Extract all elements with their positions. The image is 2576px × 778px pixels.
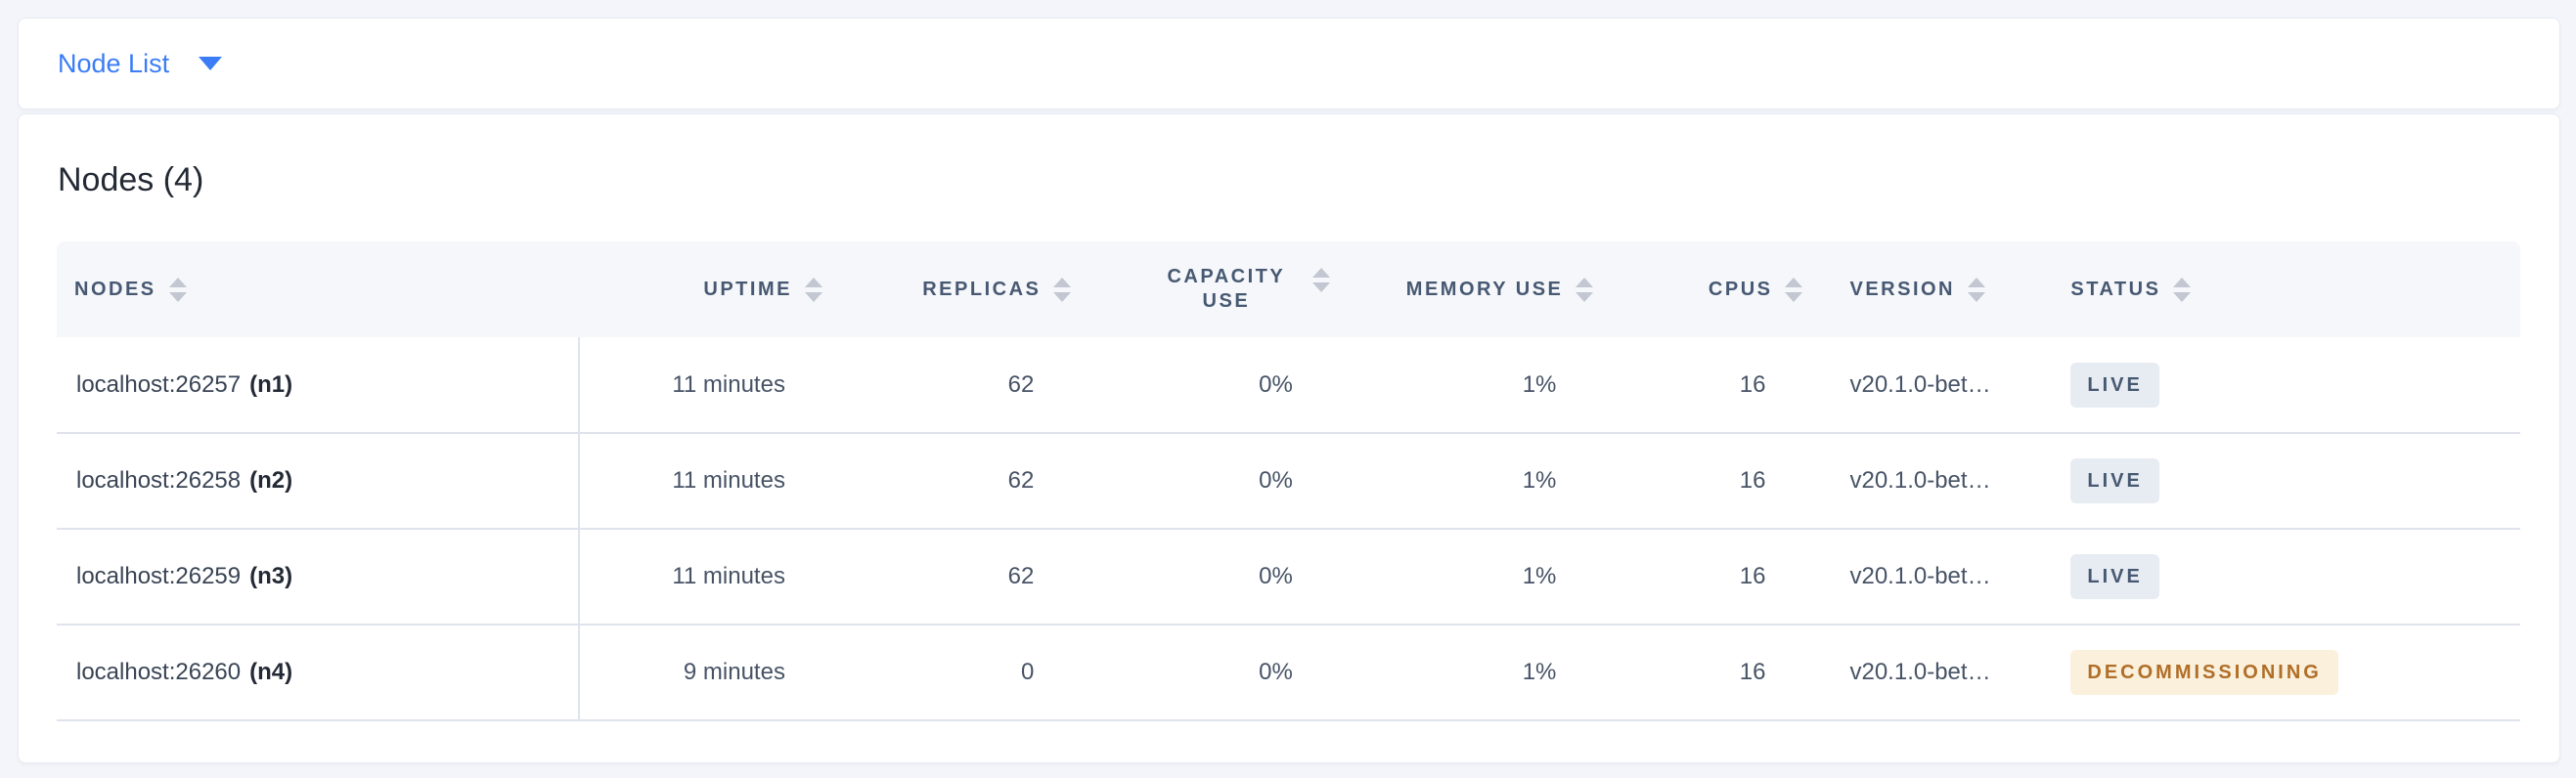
node-address-cell: localhost:26257 (n1) (57, 337, 581, 434)
page-title: Nodes (4) (58, 161, 204, 198)
capacity-use-cell: 0% (1079, 337, 1338, 434)
status-cell: LIVE (2057, 433, 2520, 530)
node-address: localhost:26258 (76, 467, 242, 494)
nodes-card: Nodes (4) NODES UPTIME (18, 113, 2560, 763)
column-header-memory-use[interactable]: MEMORY USE (1337, 241, 1602, 337)
node-address: localhost:26260 (76, 659, 242, 685)
capacity-use-cell: 0% (1079, 433, 1338, 530)
table-row: localhost:26259 (n3) 11 minutes 62 0% 1% … (57, 529, 2520, 626)
column-header-replicas[interactable]: REPLICAS (829, 241, 1080, 337)
caret-down-icon (199, 57, 223, 70)
sort-arrows-icon (1576, 277, 1594, 302)
table-header-row: NODES UPTIME REPLICAS (57, 241, 2520, 337)
sort-arrows-icon (1053, 277, 1072, 302)
memory-use-cell: 1% (1337, 433, 1602, 530)
status-badge: LIVE (2070, 554, 2159, 599)
uptime-cell: 11 minutes (579, 433, 830, 530)
capacity-use-cell: 0% (1079, 529, 1338, 626)
uptime-cell: 11 minutes (579, 337, 830, 434)
table-header: NODES UPTIME REPLICAS (57, 241, 2520, 337)
view-dropdown-label: Node List (58, 48, 170, 78)
node-id: (n1) (249, 370, 293, 398)
column-label: STATUS (2070, 278, 2161, 300)
version-cell: v20.1.0-bet… (1810, 433, 2058, 530)
table-row: localhost:26257 (n1) 11 minutes 62 0% 1% … (57, 337, 2520, 434)
column-label: REPLICAS (922, 278, 1042, 300)
status-badge: LIVE (2070, 362, 2159, 408)
cpus-cell: 16 (1601, 433, 1811, 530)
status-cell: DECOMMISSIONING (2057, 625, 2520, 721)
sort-arrows-icon (1785, 277, 1803, 302)
version-cell: v20.1.0-bet… (1810, 625, 2058, 721)
cpus-cell: 16 (1601, 625, 1811, 721)
node-id: (n2) (249, 467, 293, 494)
version-cell: v20.1.0-bet… (1810, 529, 2058, 626)
sort-arrows-icon (2173, 277, 2192, 302)
replicas-cell: 0 (829, 625, 1080, 721)
cpus-cell: 16 (1601, 529, 1811, 626)
memory-use-cell: 1% (1337, 625, 1602, 721)
replicas-cell: 62 (829, 433, 1080, 530)
node-address-cell: localhost:26259 (n3) (57, 529, 581, 626)
capacity-use-cell: 0% (1079, 625, 1338, 721)
sort-arrows-icon (1968, 277, 1986, 302)
table-row: localhost:26260 (n4) 9 minutes 0 0% 1% 16… (57, 625, 2520, 721)
version-cell: v20.1.0-bet… (1810, 337, 2058, 434)
uptime-cell: 9 minutes (579, 625, 830, 721)
node-address-cell: localhost:26260 (n4) (57, 625, 581, 721)
column-label: UPTIME (703, 278, 792, 300)
view-dropdown[interactable]: Node List (58, 48, 223, 78)
status-cell: LIVE (2057, 529, 2520, 626)
column-label: NODES (74, 278, 156, 300)
status-cell: LIVE (2057, 337, 2520, 434)
column-header-nodes[interactable]: NODES (57, 241, 580, 337)
uptime-cell: 11 minutes (579, 529, 830, 626)
node-address: localhost:26259 (76, 563, 242, 589)
column-label: CAPACITY USE (1167, 266, 1286, 312)
column-label: VERSION (1849, 278, 1956, 300)
column-header-capacity-use[interactable]: CAPACITY USE (1079, 241, 1338, 337)
column-header-version[interactable]: VERSION (1810, 241, 2058, 337)
view-selector-bar: Node List (18, 18, 2560, 109)
cpus-cell: 16 (1601, 337, 1811, 434)
sort-arrows-icon (804, 277, 822, 302)
column-header-status[interactable]: STATUS (2057, 241, 2520, 337)
table-body: localhost:26257 (n1) 11 minutes 62 0% 1% … (57, 337, 2520, 721)
column-label: CPUS (1708, 278, 1773, 300)
node-id: (n4) (249, 659, 293, 685)
node-address-cell: localhost:26258 (n2) (57, 433, 581, 530)
status-badge: DECOMMISSIONING (2070, 650, 2338, 695)
column-header-cpus[interactable]: CPUS (1601, 241, 1811, 337)
sort-arrows-icon (1311, 268, 1330, 292)
node-address: localhost:26257 (76, 370, 242, 398)
table-row: localhost:26258 (n2) 11 minutes 62 0% 1% … (57, 433, 2520, 530)
column-label: MEMORY USE (1405, 278, 1564, 300)
replicas-cell: 62 (829, 337, 1080, 434)
memory-use-cell: 1% (1337, 529, 1602, 626)
column-header-uptime[interactable]: UPTIME (579, 241, 830, 337)
nodes-table: NODES UPTIME REPLICAS (57, 241, 2520, 721)
replicas-cell: 62 (829, 529, 1080, 626)
memory-use-cell: 1% (1337, 337, 1602, 434)
node-id: (n3) (249, 563, 293, 589)
status-badge: LIVE (2070, 458, 2159, 503)
sort-arrows-icon (168, 277, 187, 302)
